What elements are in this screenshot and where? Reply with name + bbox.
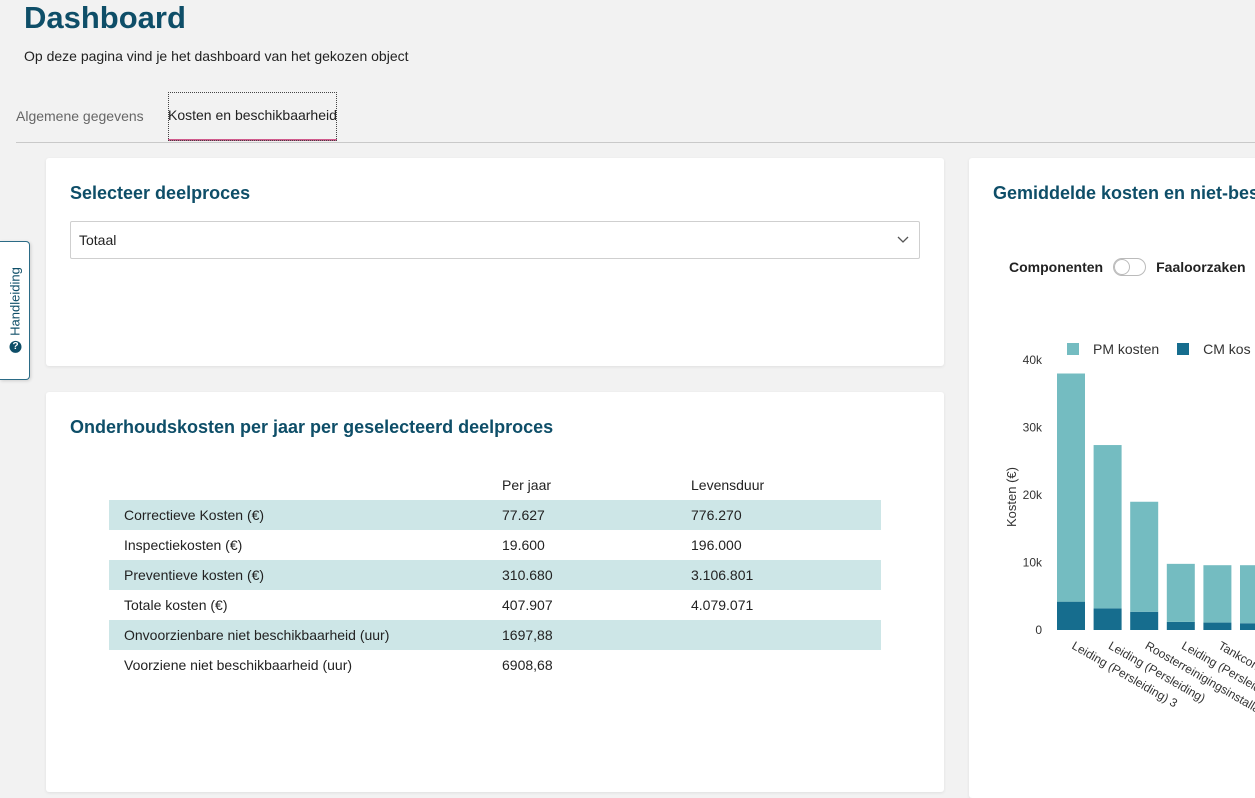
bar-segment-pm[interactable] [1240,565,1255,624]
bar-segment-cm[interactable] [1057,601,1085,630]
view-toggle-row: Componenten Faaloorzaken [1009,258,1246,276]
deelproces-select-value: Totaal [79,232,117,248]
toggle-label-faaloorzaken: Faaloorzaken [1156,259,1246,275]
bar-segment-pm[interactable] [1166,563,1195,622]
legend-swatch-cm [1177,343,1190,355]
page-subtitle: Op deze pagina vind je het dashboard van… [24,48,409,64]
table-row: Correctieve Kosten (€) 77.627 776.270 [109,500,881,530]
legend-label-cm: CM kos [1203,341,1251,357]
table-row: Totale kosten (€) 407.907 4.079.071 [109,590,881,620]
row-levensduur: 4.079.071 [691,597,754,613]
row-label: Onvoorzienbare niet beschikbaarheid (uur… [109,620,502,650]
deelproces-title: Selecteer deelproces [70,183,251,203]
table-row: Inspectiekosten (€) 19.600 196.000 [109,530,881,560]
y-tick-label: 10k [1023,556,1043,570]
toggle-label-componenten: Componenten [1009,259,1104,275]
toggle-knob [1114,259,1131,275]
costs-card: Onderhoudskosten per jaar per geselectee… [46,392,944,792]
handleiding-label: Handleiding [7,267,23,336]
row-per-jaar: 1697,88 [502,620,691,650]
row-label: Voorziene niet beschikbaarheid (uur) [124,657,353,673]
row-levensduur: 196.000 [691,537,742,553]
chart-card: Gemiddelde kosten en niet-bes Componente… [969,158,1255,798]
bar-segment-pm[interactable] [1093,445,1122,609]
bar-segment-cm[interactable] [1203,622,1232,630]
row-label: Correctieve Kosten (€) [109,500,502,530]
y-axis-label: Kosten (€) [1004,467,1019,527]
y-tick-label: 20k [1023,488,1043,502]
legend-item-pm[interactable]: PM kosten [1067,341,1159,357]
row-label: Totale kosten (€) [124,597,228,613]
chart-title: Gemiddelde kosten en niet-bes [993,183,1255,203]
legend-swatch-pm [1067,343,1079,355]
row-per-jaar: 77.627 [502,500,691,530]
deelproces-card: Selecteer deelproces Totaal [46,158,944,366]
y-tick-label: 0 [1035,623,1042,637]
bar-segment-cm[interactable] [1093,608,1122,630]
deelproces-select[interactable]: Totaal [70,221,920,259]
y-tick-label: 40k [1023,353,1043,367]
column-header-per-jaar: Per jaar [502,477,552,493]
row-levensduur: 3.106.801 [691,560,881,590]
bar-segment-pm[interactable] [1057,373,1085,602]
page-title: Dashboard [24,0,186,35]
legend-item-cm[interactable]: CM kos [1177,341,1251,357]
chevron-down-icon [897,236,909,243]
row-levensduur [691,620,881,650]
bar-segment-pm[interactable] [1130,501,1159,612]
tab-algemene-gegevens[interactable]: Algemene gegevens [16,108,144,124]
row-levensduur [691,650,881,680]
table-header-row: Per jaar Levensduur [109,470,881,500]
row-levensduur: 776.270 [691,500,881,530]
question-circle-icon: ? [9,340,21,353]
costs-title: Onderhoudskosten per jaar per geselectee… [70,417,554,437]
view-toggle-switch[interactable] [1113,258,1147,276]
bar-segment-cm[interactable] [1130,611,1159,630]
handleiding-button[interactable]: ? Handleiding [0,241,30,380]
table-row: Preventieve kosten (€) 310.680 3.106.801 [109,560,881,590]
column-header [109,470,502,500]
chart-legend: PM kosten CM kos [1067,341,1255,357]
bar-segment-cm[interactable] [1166,621,1195,630]
row-per-jaar: 19.600 [502,537,545,553]
row-per-jaar: 310.680 [502,560,691,590]
row-label: Preventieve kosten (€) [109,560,502,590]
column-header-levensduur: Levensduur [691,477,765,493]
bar-segment-cm[interactable] [1240,623,1255,630]
costs-table: Per jaar Levensduur Correctieve Kosten (… [109,470,881,680]
bar-segment-pm[interactable] [1203,565,1232,623]
y-tick-label: 30k [1023,421,1043,435]
row-per-jaar: 6908,68 [502,657,553,673]
tab-bar: Algemene gegevens Kosten en beschikbaarh… [16,92,1255,143]
tab-kosten-en-beschikbaarheid[interactable]: Kosten en beschikbaarheid [168,92,337,141]
row-label: Inspectiekosten (€) [124,537,243,553]
table-row: Voorziene niet beschikbaarheid (uur) 690… [109,650,881,680]
legend-label-pm: PM kosten [1093,341,1160,357]
table-row: Onvoorzienbare niet beschikbaarheid (uur… [109,620,881,650]
row-per-jaar: 407.907 [502,597,553,613]
